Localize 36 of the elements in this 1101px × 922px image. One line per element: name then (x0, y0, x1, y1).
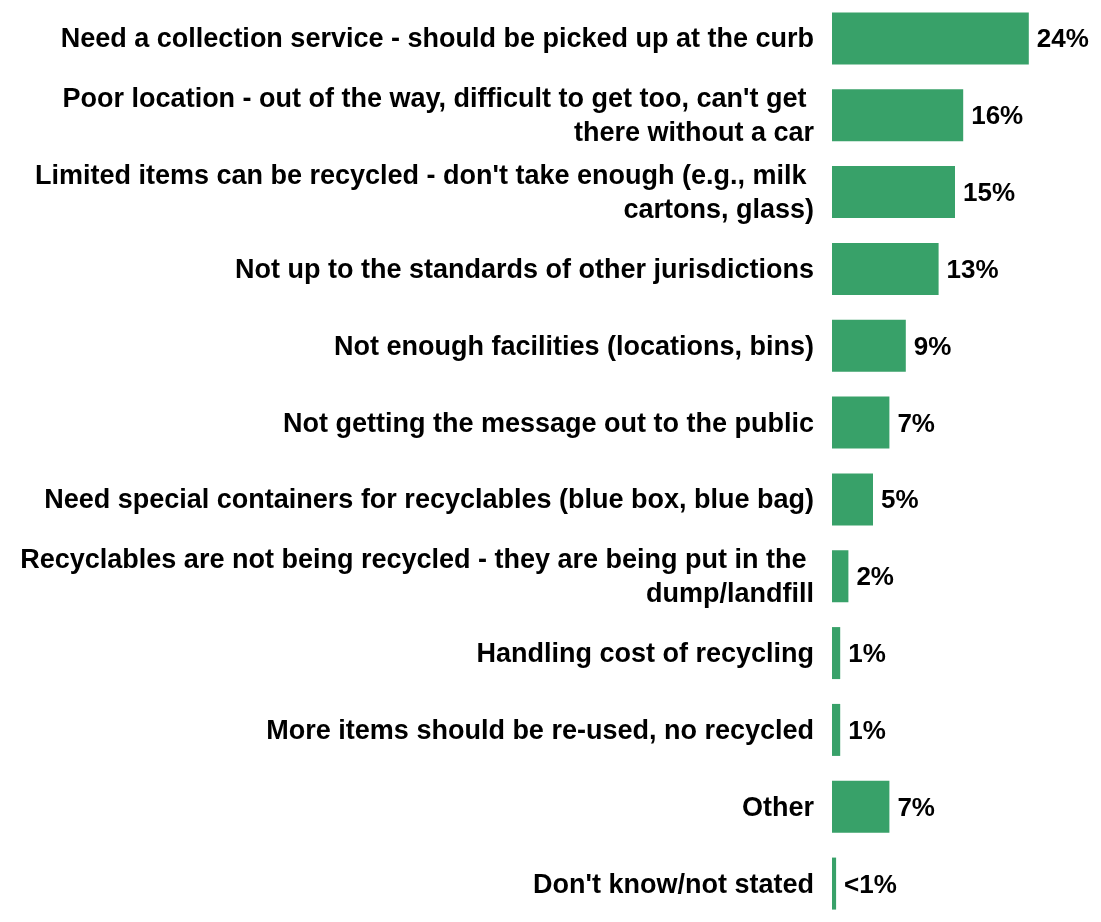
bar (832, 473, 873, 526)
y-tick-label: Need a collection service - should be picked up at the curb (60, 23, 814, 54)
y-tick-label: Not getting the message out to the public (282, 407, 814, 438)
bar (832, 627, 841, 680)
data-label: 7% (897, 407, 935, 438)
data-label: 5% (881, 484, 919, 515)
bar (832, 857, 837, 910)
data-label: 9% (913, 330, 952, 361)
bar (832, 780, 890, 833)
data-label: 15% (963, 177, 1016, 208)
bar (832, 550, 849, 603)
y-tick-label: Poor location - out of the way, difficult to get too, can't get there without a car (62, 83, 815, 148)
data-label: 7% (897, 791, 935, 822)
bar (832, 703, 841, 756)
y-tick-label: Limited items can be recycled - don't take enough (e.g., milk cartons, glass) (34, 160, 814, 225)
y-tick-label: Other (741, 791, 815, 822)
bar (832, 319, 906, 372)
bar (832, 12, 1029, 65)
data-label: 16% (971, 100, 1024, 131)
bar (832, 242, 939, 295)
bar (832, 89, 964, 142)
y-tick-label: More items should be re-used, no recycled (266, 714, 814, 745)
y-tick-label: Not up to the standards of other jurisdictions (234, 253, 814, 284)
y-tick-label: Handling cost of recycling (476, 638, 814, 669)
data-label: 1% (848, 714, 886, 745)
y-tick-label: Need special containers for recyclables (blue box, blue bag) (44, 484, 814, 515)
y-tick-label: Not enough facilities (locations, bins) (333, 330, 814, 361)
data-label: <1% (844, 868, 897, 899)
data-label: 1% (848, 638, 886, 669)
bar (832, 166, 955, 219)
data-label: 13% (946, 253, 999, 284)
y-tick-label: Don't know/not stated (533, 868, 814, 899)
data-label: 2% (856, 561, 894, 592)
data-label: 24% (1036, 23, 1089, 54)
bar (832, 396, 890, 449)
y-tick-label: Recyclables are not being recycled - they are being put in the dump/landfill (20, 544, 814, 609)
